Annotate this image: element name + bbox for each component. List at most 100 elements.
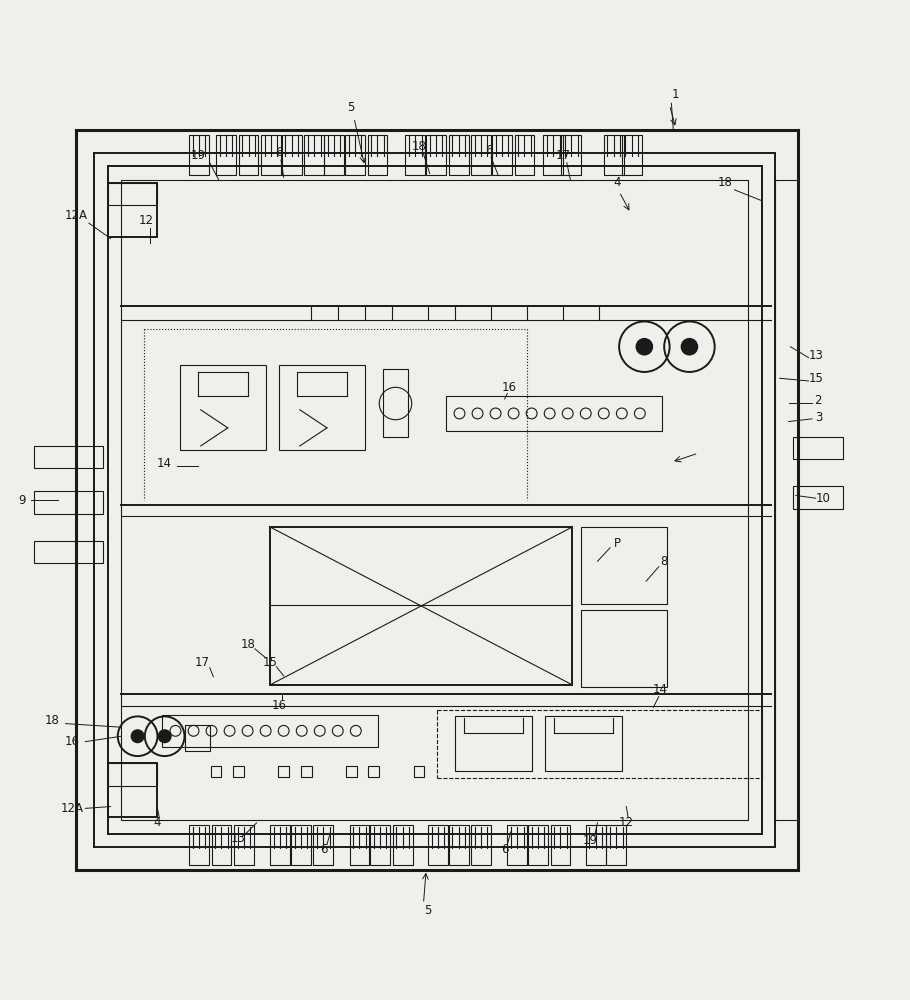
Bar (794, 437, 843, 459)
Text: 9: 9 (18, 493, 26, 506)
Bar (603, 135, 623, 175)
Bar (428, 825, 448, 865)
Bar (455, 716, 531, 770)
Text: 4: 4 (613, 176, 621, 189)
Text: 5: 5 (424, 904, 431, 917)
Bar (349, 825, 369, 865)
Bar (270, 527, 572, 685)
Bar (180, 365, 266, 450)
Bar (261, 135, 281, 175)
Bar (528, 825, 548, 865)
Bar (108, 763, 157, 786)
Bar (238, 135, 258, 175)
Bar (581, 610, 667, 687)
Bar (561, 135, 581, 175)
Bar (233, 766, 244, 777)
Text: 4: 4 (154, 816, 161, 829)
Bar (471, 825, 491, 865)
Text: 18: 18 (45, 714, 59, 727)
Text: 18: 18 (411, 140, 427, 153)
Circle shape (131, 730, 144, 743)
Bar (370, 825, 390, 865)
Bar (34, 491, 104, 514)
Bar (313, 825, 333, 865)
Text: 12: 12 (619, 816, 634, 829)
Circle shape (636, 339, 652, 355)
Text: 16: 16 (501, 381, 517, 394)
Bar (775, 180, 798, 820)
Bar (622, 135, 642, 175)
Bar (301, 766, 311, 777)
Circle shape (158, 730, 171, 743)
Bar (234, 825, 254, 865)
Bar (383, 369, 408, 437)
Bar (121, 180, 748, 820)
Bar (369, 766, 379, 777)
Bar (270, 825, 290, 865)
Bar (95, 153, 775, 847)
Text: 13: 13 (808, 349, 824, 362)
Text: 13: 13 (231, 832, 246, 845)
Bar (393, 825, 412, 865)
Bar (551, 825, 571, 865)
Text: 14: 14 (157, 457, 172, 470)
Bar (581, 527, 667, 604)
Bar (345, 135, 365, 175)
Text: 3: 3 (814, 411, 822, 424)
Bar (34, 446, 104, 468)
Bar (185, 725, 209, 751)
Bar (278, 766, 289, 777)
Text: 15: 15 (263, 656, 278, 669)
Bar (346, 766, 357, 777)
Bar (514, 135, 534, 175)
Bar (449, 135, 469, 175)
Bar (189, 135, 209, 175)
Bar (189, 825, 209, 865)
Text: 5: 5 (348, 101, 355, 114)
Text: 14: 14 (653, 683, 668, 696)
Text: 10: 10 (815, 492, 830, 505)
Bar (545, 716, 622, 770)
Bar (211, 825, 231, 865)
Bar (279, 365, 365, 450)
Circle shape (682, 339, 698, 355)
Text: 6: 6 (486, 144, 493, 157)
Text: 19: 19 (582, 834, 598, 847)
Bar (406, 135, 425, 175)
Bar (216, 135, 236, 175)
Bar (492, 135, 511, 175)
Bar (794, 486, 843, 509)
Text: 12A: 12A (65, 209, 87, 222)
Text: 18: 18 (718, 176, 733, 189)
Bar (108, 183, 157, 205)
Bar (34, 541, 104, 563)
Bar (108, 166, 762, 834)
Bar (210, 766, 221, 777)
Bar (368, 135, 388, 175)
Bar (305, 135, 324, 175)
Text: P: P (614, 537, 621, 550)
Bar (446, 396, 662, 431)
Text: 15: 15 (808, 372, 824, 385)
Text: 16: 16 (65, 735, 79, 748)
Bar (108, 763, 157, 817)
Bar (449, 825, 469, 865)
Text: 17: 17 (556, 149, 571, 162)
Text: 18: 18 (240, 638, 255, 651)
Text: 1: 1 (672, 88, 680, 101)
Text: 2: 2 (814, 394, 822, 407)
Bar (507, 825, 527, 865)
Bar (282, 135, 302, 175)
Text: 16: 16 (272, 699, 287, 712)
Text: 6: 6 (501, 843, 509, 856)
Bar (324, 135, 344, 175)
Text: 6: 6 (276, 146, 283, 159)
Bar (543, 135, 563, 175)
Bar (606, 825, 626, 865)
Text: 8: 8 (661, 555, 668, 568)
Text: 17: 17 (195, 656, 210, 669)
Bar (426, 135, 446, 175)
Text: 19: 19 (190, 149, 206, 162)
Bar (291, 825, 310, 865)
Bar (162, 715, 379, 747)
